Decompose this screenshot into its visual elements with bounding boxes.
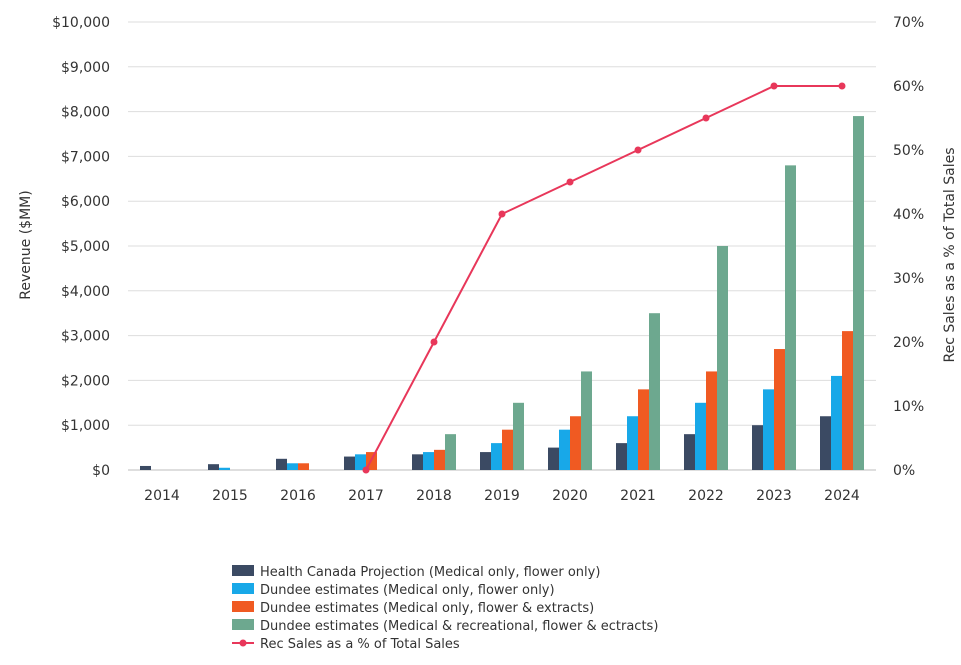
bar bbox=[559, 429, 570, 470]
x-tick-label: 2014 bbox=[144, 488, 180, 504]
y-tick-label: $1,000 bbox=[61, 418, 110, 434]
bar bbox=[423, 452, 434, 470]
y2-tick-label: 70% bbox=[893, 15, 924, 31]
line-point bbox=[634, 146, 642, 154]
legend-marker bbox=[239, 639, 247, 647]
bar bbox=[434, 449, 445, 470]
bar bbox=[491, 443, 502, 470]
x-tick-label: 2021 bbox=[620, 488, 656, 504]
y2-tick-label: 50% bbox=[893, 143, 924, 159]
y-tick-label: $9,000 bbox=[61, 60, 110, 76]
y-tick-label: $3,000 bbox=[61, 329, 110, 345]
x-tick-label: 2015 bbox=[212, 488, 248, 504]
y2-tick-label: 60% bbox=[893, 79, 924, 95]
y-tick-label: $0 bbox=[92, 463, 110, 479]
x-tick-label: 2022 bbox=[688, 488, 724, 504]
x-tick-label: 2018 bbox=[416, 488, 452, 504]
y-tick-label: $10,000 bbox=[52, 15, 110, 31]
y2-tick-label: 0% bbox=[893, 463, 915, 479]
x-tick-label: 2020 bbox=[552, 488, 588, 504]
legend-label: Dundee estimates (Medical & recreational… bbox=[260, 619, 658, 634]
bar bbox=[208, 464, 219, 470]
y-tick-label: $7,000 bbox=[61, 149, 110, 165]
line-point bbox=[770, 82, 778, 90]
bar bbox=[774, 349, 785, 470]
bar bbox=[480, 452, 491, 470]
bar bbox=[298, 463, 309, 470]
bar bbox=[287, 463, 298, 470]
bar bbox=[513, 402, 524, 470]
legend-label: Health Canada Projection (Medical only, … bbox=[260, 565, 600, 580]
line-point bbox=[498, 210, 506, 218]
legend-swatch bbox=[232, 583, 254, 594]
bar bbox=[853, 116, 864, 470]
y2-tick-label: 40% bbox=[893, 207, 924, 223]
bar bbox=[695, 402, 706, 470]
bar bbox=[570, 416, 581, 470]
line-point bbox=[362, 466, 370, 474]
bar bbox=[276, 458, 287, 470]
x-tick-label: 2016 bbox=[280, 488, 316, 504]
y-tick-label: $5,000 bbox=[61, 239, 110, 255]
series-line bbox=[365, 85, 842, 471]
bar bbox=[412, 454, 423, 470]
y2-tick-label: 30% bbox=[893, 271, 924, 287]
bar bbox=[684, 434, 695, 470]
bar bbox=[752, 425, 763, 470]
line-point bbox=[566, 178, 574, 186]
x-tick-label: 2023 bbox=[756, 488, 792, 504]
bar bbox=[627, 416, 638, 470]
x-tick-label: 2024 bbox=[824, 488, 860, 504]
y2-tick-label: 10% bbox=[893, 399, 924, 415]
y-tick-label: $2,000 bbox=[61, 373, 110, 389]
bar bbox=[616, 443, 627, 470]
y-axis-title: Revenue ($MM) bbox=[18, 190, 34, 299]
y-tick-label: $8,000 bbox=[61, 105, 110, 121]
y-tick-label: $4,000 bbox=[61, 284, 110, 300]
bar bbox=[649, 313, 660, 470]
legend-label: Rec Sales as a % of Total Sales bbox=[260, 637, 460, 652]
bar bbox=[445, 434, 456, 470]
bar bbox=[140, 465, 151, 470]
bar bbox=[502, 429, 513, 470]
bar bbox=[355, 454, 366, 470]
bar bbox=[763, 389, 774, 470]
x-tick-label: 2017 bbox=[348, 488, 384, 504]
legend-label: Dundee estimates (Medical only, flower &… bbox=[260, 601, 594, 616]
bar bbox=[785, 165, 796, 471]
y2-axis-title: Rec Sales as a % of Total Sales bbox=[942, 147, 958, 362]
y2-tick-label: 20% bbox=[893, 335, 924, 351]
bar bbox=[548, 447, 559, 470]
bar bbox=[706, 371, 717, 470]
legend-swatch bbox=[232, 565, 254, 576]
line-point bbox=[838, 82, 846, 90]
bar bbox=[842, 331, 853, 470]
legend-swatch bbox=[232, 619, 254, 630]
bar bbox=[581, 371, 592, 470]
bar bbox=[344, 456, 355, 470]
bar bbox=[831, 375, 842, 470]
line-point bbox=[430, 338, 438, 346]
bar bbox=[717, 246, 728, 470]
x-tick-label: 2019 bbox=[484, 488, 520, 504]
y-tick-label: $6,000 bbox=[61, 194, 110, 210]
legend-swatch bbox=[232, 601, 254, 612]
bar bbox=[219, 467, 230, 470]
legend-label: Dundee estimates (Medical only, flower o… bbox=[260, 583, 555, 598]
bar bbox=[820, 416, 831, 470]
bar bbox=[638, 389, 649, 470]
line-point bbox=[702, 114, 710, 122]
